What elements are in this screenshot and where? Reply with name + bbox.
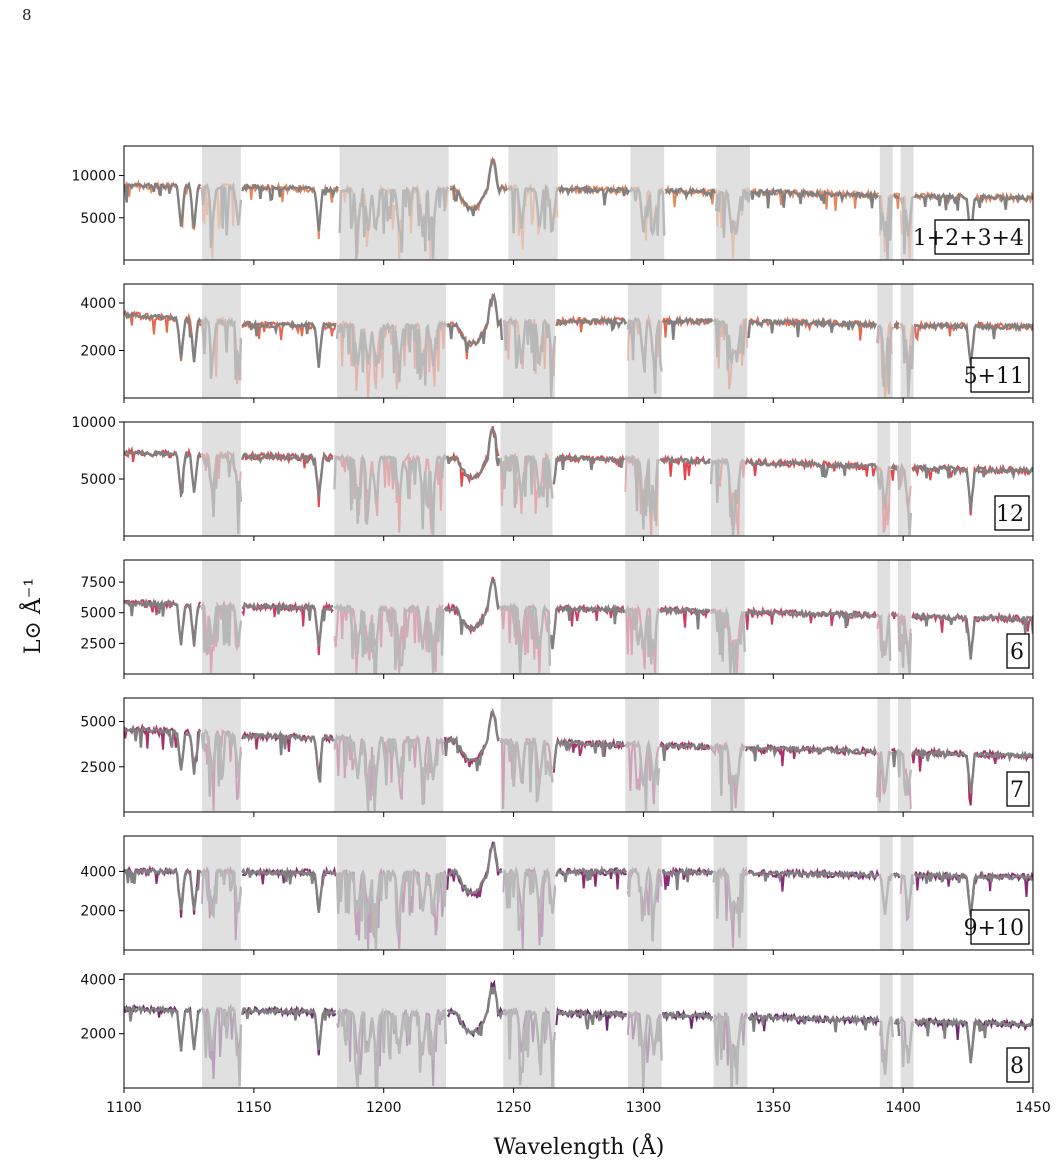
mask-band-2: [336, 284, 447, 398]
model-spectrum: [124, 578, 1033, 660]
panel-6: 2000 4000 9+10: [80, 835, 1034, 955]
observed-spectrum: [124, 710, 1033, 806]
model-spectrum-masked: [200, 728, 913, 811]
panel-label-box: [970, 909, 1030, 945]
x-tick-label: 1300: [626, 1100, 662, 1116]
observed-spectrum: [124, 426, 1033, 516]
x-tick-label: 1150: [236, 1100, 272, 1116]
y-tick-label: 4000: [80, 864, 116, 880]
panel-label: 5+11: [964, 364, 1024, 389]
x-tick-label: 1350: [755, 1100, 791, 1116]
panel-label-box: [1006, 771, 1030, 807]
y-tick-label: 7500: [80, 575, 116, 591]
y-tick-label: 10000: [71, 169, 116, 185]
panel-plot-area: [124, 698, 1033, 812]
y-tick-label: 10000: [71, 415, 116, 431]
y-tick-label: 4000: [80, 972, 116, 988]
model-spectrum: [124, 707, 1033, 793]
model-spectrum: [124, 427, 1033, 511]
x-tick-label: 1400: [885, 1100, 921, 1116]
mask-band-4: [625, 698, 660, 812]
page-number: 8: [22, 6, 32, 24]
y-tick-label: 2000: [80, 344, 116, 360]
model-spectrum: [124, 841, 1033, 917]
panel-label: 12: [996, 502, 1024, 527]
panel-plot-area: [124, 836, 1033, 950]
observed-spectrum: [124, 292, 1033, 368]
y-tick-label: 2500: [80, 760, 116, 776]
panel-label: 1+2+3+4: [913, 226, 1024, 251]
model-spectrum-masked: [200, 601, 913, 674]
panel-3: 5000 10000 12: [71, 415, 1034, 541]
panel-label-box: [994, 495, 1030, 531]
y-tick-label: 5000: [80, 472, 116, 488]
panel-7: 2000 4000 1100 1150 1200 1250 1300 1350 1400 1450…: [80, 972, 1050, 1116]
mask-band-6: [877, 422, 891, 536]
panel-5: 2500 5000 7: [80, 697, 1034, 817]
panel-frame: [123, 421, 1034, 537]
model-spectrum-masked: [200, 315, 915, 397]
panel-frame: [123, 697, 1034, 813]
panel-frame: [123, 973, 1034, 1089]
panel-label-box: [970, 357, 1030, 393]
x-tick-label: 1200: [366, 1100, 402, 1116]
x-tick-label: 1450: [1015, 1100, 1051, 1116]
y-tick-label: 5000: [80, 715, 116, 731]
mask-band-1: [201, 422, 241, 536]
model-spectrum-masked: [201, 1005, 915, 1088]
model-spectrum: [124, 292, 1033, 368]
panel-label-box: [1006, 633, 1030, 669]
panel-1: 5000 10000 1+2+3+4: [71, 145, 1034, 265]
panel-plot-area: [124, 560, 1033, 674]
y-tick-label: 2500: [80, 636, 116, 652]
mask-band-1: [201, 974, 241, 1088]
mask-band-2: [334, 698, 444, 812]
panel-plot-area: [124, 146, 1033, 260]
x-axis-title: Wavelength (Å): [494, 1132, 665, 1160]
y-tick-label: 5000: [80, 606, 116, 622]
panel-label-box: [934, 219, 1030, 255]
mask-band-7: [900, 836, 914, 950]
panel-2: 2000 4000 5+11: [80, 283, 1034, 403]
panel-4: 2500 5000 7500 6: [80, 559, 1034, 679]
panel-label: 9+10: [964, 916, 1024, 941]
panels-layer: 5000 10000 1+2+3+4 2000 4000 5+11 5000 10000 12 2…: [71, 145, 1051, 1116]
model-spectrum-masked: [200, 181, 915, 259]
y-axis-title: L⊙ Å⁻¹: [18, 578, 46, 654]
panel-plot-area: [124, 974, 1033, 1088]
panel-label-box: [1006, 1047, 1030, 1083]
panel-frame: [123, 835, 1034, 951]
panel-plot-area: [124, 284, 1033, 398]
observed-spectrum: [124, 841, 1033, 918]
y-tick-label: 2000: [80, 1027, 116, 1043]
panel-frame: [123, 283, 1034, 399]
observed-spectrum-masked: [200, 865, 914, 949]
observed-spectrum: [124, 158, 1033, 240]
model-spectrum: [124, 156, 1033, 236]
observed-spectrum: [124, 576, 1033, 659]
mask-band-3: [503, 836, 556, 950]
panel-frame: [123, 559, 1034, 675]
y-tick-label: 5000: [80, 211, 116, 227]
model-spectrum-masked: [200, 865, 915, 949]
x-tick-label: 1250: [496, 1100, 532, 1116]
panel-label: 6: [1010, 640, 1024, 665]
y-tick-label: 4000: [80, 296, 116, 312]
y-tick-label: 2000: [80, 904, 116, 920]
panel-label: 8: [1010, 1054, 1024, 1079]
panel-plot-area: [124, 422, 1033, 536]
panel-label: 7: [1010, 778, 1024, 803]
model-spectrum: [124, 986, 1033, 1064]
panel-frame: [123, 145, 1034, 261]
model-spectrum-masked: [201, 450, 913, 536]
mask-band-4: [625, 560, 660, 674]
x-tick-label: 1100: [106, 1100, 142, 1116]
